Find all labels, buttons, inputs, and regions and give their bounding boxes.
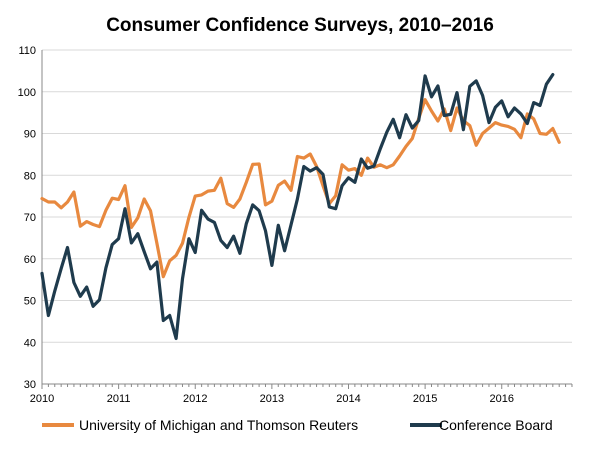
x-tick-label: 2013 [260,393,284,405]
series-line-conference-board [40,72,555,341]
legend-item-michigan: University of Michigan and Thomson Reute… [42,417,358,433]
axes: 30 40 50 60 70 80 90 100 110 2010 2011 2012 2013 2014… [18,45,573,405]
y-tick-label: 30 [24,379,36,391]
legend-item-conference-board: Conference Board [410,417,553,433]
y-tick-label: 100 [18,87,36,99]
y-tick-label: 110 [18,45,36,57]
series-line-michigan [40,98,561,279]
x-tick-label: 2011 [107,393,131,405]
x-tick-label: 2010 [30,393,54,405]
y-tick-label: 70 [24,212,36,224]
y-tick-label: 90 [24,129,36,141]
x-tick-label: 2014 [336,393,360,405]
legend: University of Michigan and Thomson Reute… [42,417,553,433]
x-tick-label: 2016 [489,393,513,405]
x-tick-label: 2012 [183,393,207,405]
chart-title: Consumer Confidence Surveys, 2010–2016 [106,15,494,36]
y-tick-label: 60 [24,254,36,266]
y-tick-label: 50 [24,296,36,308]
y-tick-label: 80 [24,170,36,182]
x-tick-label: 2015 [413,393,437,405]
series-lines [40,72,561,341]
y-tick-label: 40 [24,337,36,349]
legend-label: University of Michigan and Thomson Reute… [79,417,358,433]
legend-label: Conference Board [439,417,553,433]
